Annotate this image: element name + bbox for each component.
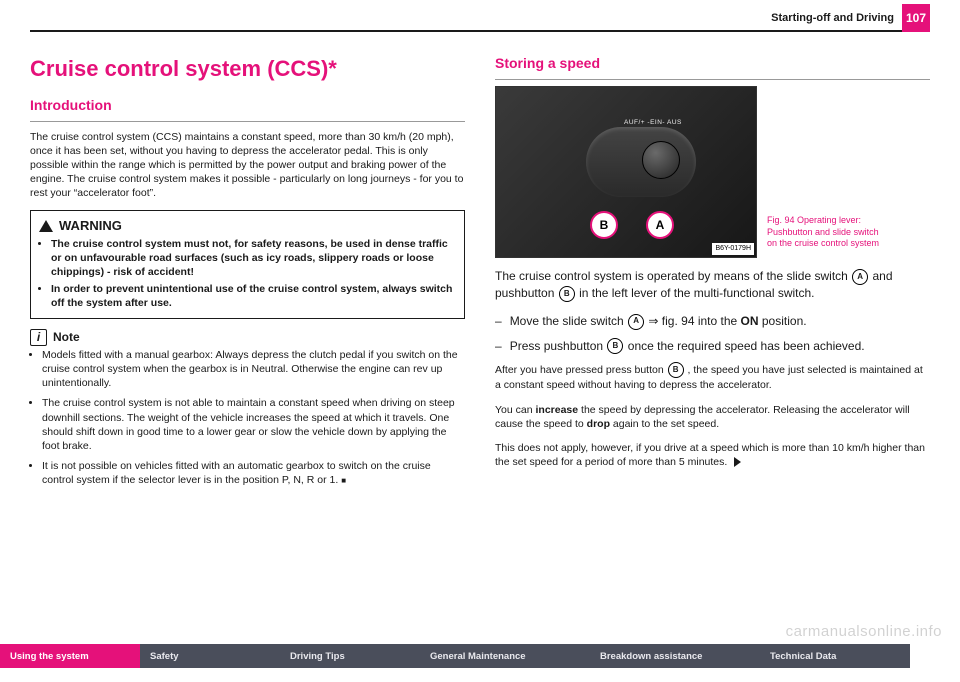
note-item: The cruise control system is not able to…: [42, 396, 465, 453]
step-body: Move the slide switch A ⇒ fig. 94 into t…: [510, 313, 807, 330]
watermark: carmanualsonline.info: [786, 623, 942, 640]
bold-on: ON: [741, 314, 759, 328]
left-column: Cruise control system (CCS)* Introductio…: [30, 54, 465, 614]
warning-triangle-icon: [39, 220, 53, 232]
nav-technical-data[interactable]: Technical Data: [760, 644, 910, 668]
lead-paragraph: The cruise control system is operated by…: [495, 268, 930, 303]
text: ⇒ fig. 94 into the: [648, 314, 740, 328]
stalk-text: AUF/+ -EIN- AUS: [624, 119, 682, 128]
ref-a-icon: A: [628, 314, 644, 330]
intro-body: The cruise control system (CCS) maintain…: [30, 130, 465, 201]
warning-list: The cruise control system must not, for …: [39, 237, 456, 310]
note-item: It is not possible on vehicles fitted wi…: [42, 459, 465, 487]
note-label: Note: [53, 329, 80, 345]
callout-b: B: [590, 211, 618, 239]
section-title: Cruise control system (CCS)*: [30, 54, 465, 84]
page-number: 107: [902, 4, 930, 32]
text: The cruise control system is operated by…: [495, 269, 851, 283]
step-2: – Press pushbutton B once the required s…: [495, 338, 930, 355]
warning-heading: WARNING: [39, 217, 456, 235]
warning-box: WARNING The cruise control system must n…: [30, 210, 465, 318]
text: Move the slide switch: [510, 314, 627, 328]
text: This does not apply, however, if you dri…: [495, 442, 925, 468]
note-heading: i Note: [30, 329, 465, 346]
info-icon: i: [30, 329, 47, 346]
after-paragraph: After you have pressed press button B , …: [495, 362, 930, 392]
ref-b-icon: B: [607, 338, 623, 354]
note-list: Models fitted with a manual gearbox: Alw…: [30, 348, 465, 488]
step-1: – Move the slide switch A ⇒ fig. 94 into…: [495, 313, 930, 330]
end-square-icon: ■: [341, 476, 346, 485]
nav-driving-tips[interactable]: Driving Tips: [280, 644, 420, 668]
figure-caption: Fig. 94 Operating lever: Pushbutton and …: [767, 215, 887, 250]
ref-b-icon: B: [668, 362, 684, 378]
dash-icon: –: [495, 338, 502, 355]
storing-heading: Storing a speed: [495, 54, 930, 80]
manual-page: Starting-off and Driving 107 Cruise cont…: [0, 0, 960, 682]
text: position.: [762, 314, 807, 328]
nav-general-maintenance[interactable]: General Maintenance: [420, 644, 590, 668]
content-columns: Cruise control system (CCS)* Introductio…: [30, 54, 930, 614]
nav-using-system[interactable]: Using the system: [0, 644, 140, 668]
footer-nav: Using the system Safety Driving Tips Gen…: [0, 644, 960, 668]
intro-heading: Introduction: [30, 96, 465, 122]
ref-b-icon: B: [559, 286, 575, 302]
header-rule: Starting-off and Driving 107: [30, 12, 930, 32]
nav-breakdown-assistance[interactable]: Breakdown assistance: [590, 644, 760, 668]
text: Press pushbutton: [510, 339, 607, 353]
running-head: Starting-off and Driving: [771, 12, 894, 24]
bold-increase: increase: [535, 404, 578, 416]
step-body: Press pushbutton B once the required spe…: [510, 338, 865, 355]
final-paragraph: This does not apply, however, if you dri…: [495, 441, 930, 469]
text: You can: [495, 404, 535, 416]
stalk-illustration: [586, 127, 696, 197]
continue-icon: [734, 457, 741, 467]
nav-safety[interactable]: Safety: [140, 644, 280, 668]
figure-image: AUF/+ -EIN- AUS B A B6Y-0179H: [495, 86, 757, 258]
increase-paragraph: You can increase the speed by depressing…: [495, 403, 930, 431]
text: After you have pressed press button: [495, 364, 667, 376]
note-item-text: It is not possible on vehicles fitted wi…: [42, 460, 431, 486]
text: in the left lever of the multi-functiona…: [579, 286, 814, 300]
ref-a-icon: A: [852, 269, 868, 285]
callout-a: A: [646, 211, 674, 239]
image-code: B6Y-0179H: [712, 243, 754, 254]
warning-item: The cruise control system must not, for …: [51, 237, 456, 280]
warning-item: In order to prevent unintentional use of…: [51, 282, 456, 310]
warning-label: WARNING: [59, 217, 122, 235]
figure-wrap: AUF/+ -EIN- AUS B A B6Y-0179H Fig. 94 Op…: [495, 86, 930, 258]
bold-drop: drop: [587, 418, 610, 430]
text: again to the set speed.: [613, 418, 719, 430]
dash-icon: –: [495, 313, 502, 330]
right-column: Storing a speed AUF/+ -EIN- AUS B A B6Y-…: [495, 54, 930, 614]
text: once the required speed has been achieve…: [628, 339, 865, 353]
note-item: Models fitted with a manual gearbox: Alw…: [42, 348, 465, 391]
